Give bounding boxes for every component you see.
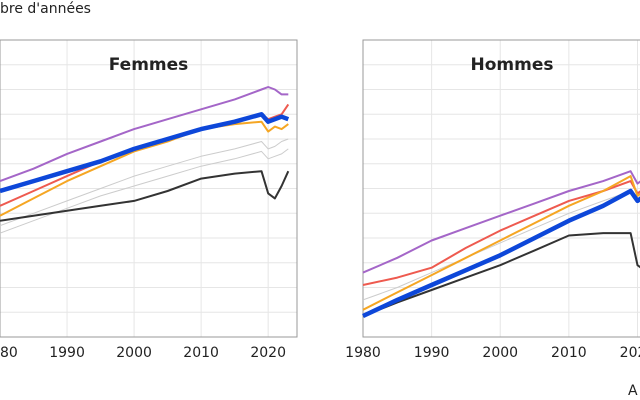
x-tick-label: 2000 bbox=[116, 345, 152, 361]
series-line bbox=[362, 180, 640, 286]
series-line bbox=[362, 170, 640, 274]
panel-title: Hommes bbox=[471, 55, 554, 75]
x-tick-label: 1990 bbox=[49, 345, 85, 361]
x-tick-label: 1980 bbox=[345, 345, 381, 361]
series-line bbox=[362, 175, 640, 311]
plot-border bbox=[0, 39, 298, 338]
series-line bbox=[362, 232, 640, 317]
series-line bbox=[0, 170, 290, 222]
x-tick-label: 1980 bbox=[0, 345, 18, 361]
x-axis-label: A bbox=[628, 383, 638, 399]
series-line bbox=[0, 138, 289, 227]
x-tick-label: 2000 bbox=[482, 345, 518, 361]
series-line bbox=[0, 148, 289, 234]
x-tick-label: 2010 bbox=[183, 345, 219, 361]
x-tick-label: 2020 bbox=[620, 345, 640, 361]
y-axis-label: bre d'années bbox=[0, 1, 91, 17]
x-tick-label: 2010 bbox=[551, 345, 587, 361]
series-line bbox=[0, 120, 289, 217]
series-line bbox=[0, 112, 290, 194]
x-tick-label: 2020 bbox=[250, 345, 286, 361]
plot-border bbox=[362, 39, 640, 338]
series-line bbox=[362, 190, 640, 301]
x-tick-label: 1990 bbox=[414, 345, 450, 361]
panel-title: Femmes bbox=[109, 55, 189, 75]
series-line bbox=[0, 86, 289, 183]
series-line bbox=[362, 188, 640, 319]
